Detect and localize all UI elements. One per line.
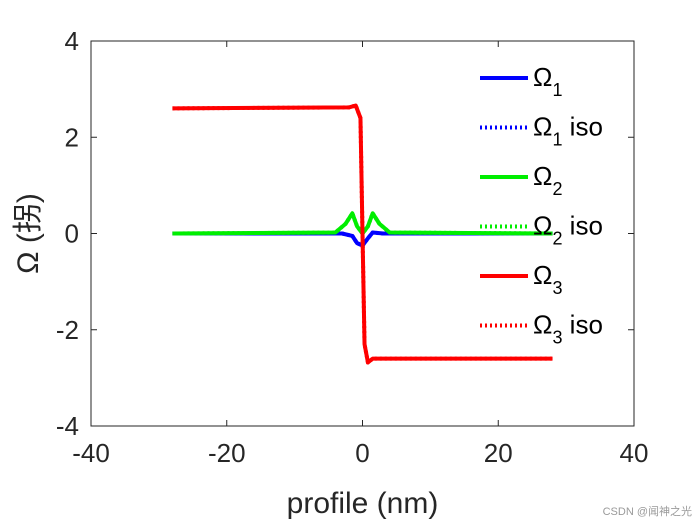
legend-label-4: Ω2 iso [533,211,603,249]
legend-label-2: Ω1 iso [533,112,603,150]
x-tick-label: 40 [620,438,649,468]
legend: Ω1 Ω1 iso Ω2 Ω2 iso Ω3 Ω3 iso [480,62,603,348]
x-tick-label: -40 [72,438,110,468]
x-axis-label: profile (nm) [287,487,439,520]
y-tick-label: 2 [65,122,79,152]
legend-label-6: Ω3 iso [533,310,603,348]
axis-ticks [90,40,635,427]
x-tick-label: 20 [484,438,513,468]
legend-label-5: Ω3 [533,260,562,298]
legend-label-3: Ω2 [533,161,562,199]
legend-label-1: Ω1 [533,62,562,100]
watermark-text: CSDN @闻神之光 [602,506,692,518]
x-tick-label: 0 [355,438,369,468]
series-lines [172,103,553,365]
y-axis-label: Ω (拐) [12,193,45,274]
y-tick-label: 4 [65,26,79,56]
y-tick-label: -4 [56,411,79,441]
series-line-6 [172,103,553,365]
y-tick-label: -2 [56,315,79,345]
x-tick-label: -20 [208,438,246,468]
y-tick-label: 0 [65,219,79,249]
